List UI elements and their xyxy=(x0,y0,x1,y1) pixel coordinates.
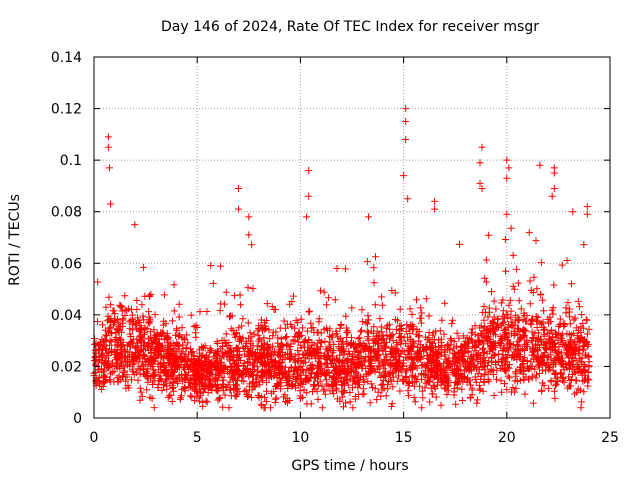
grid-lines xyxy=(94,57,610,418)
y-tick-label: 0.08 xyxy=(51,205,82,221)
y-tick-label: 0.1 xyxy=(60,153,82,169)
x-axis-label: GPS time / hours xyxy=(291,458,408,474)
y-tick-label: 0.12 xyxy=(51,102,82,118)
x-tick-label: 5 xyxy=(193,430,202,446)
chart-title: Day 146 of 2024, Rate Of TEC Index for r… xyxy=(161,19,539,35)
y-axis-label: ROTI / TECUs xyxy=(7,194,23,286)
x-axis-tick-labels: 0 5 10 15 20 25 xyxy=(90,430,619,446)
y-tick-label: 0.14 xyxy=(51,50,82,66)
y-tick-label: 0.02 xyxy=(51,359,82,375)
data-points xyxy=(90,105,593,412)
y-tick-label: 0 xyxy=(73,411,82,427)
x-tick-label: 25 xyxy=(601,430,619,446)
x-tick-label: 20 xyxy=(498,430,516,446)
x-tick-label: 15 xyxy=(395,430,413,446)
x-tick-label: 10 xyxy=(291,430,309,446)
y-axis-tick-labels: 0 0.02 0.04 0.06 0.08 0.1 0.12 0.14 xyxy=(51,50,82,427)
x-tick-label: 0 xyxy=(90,430,99,446)
axis-ticks xyxy=(93,56,611,419)
y-tick-label: 0.04 xyxy=(51,308,82,324)
roti-data-markers xyxy=(90,105,593,412)
y-tick-label: 0.06 xyxy=(51,256,82,272)
plot-frame xyxy=(93,56,611,419)
